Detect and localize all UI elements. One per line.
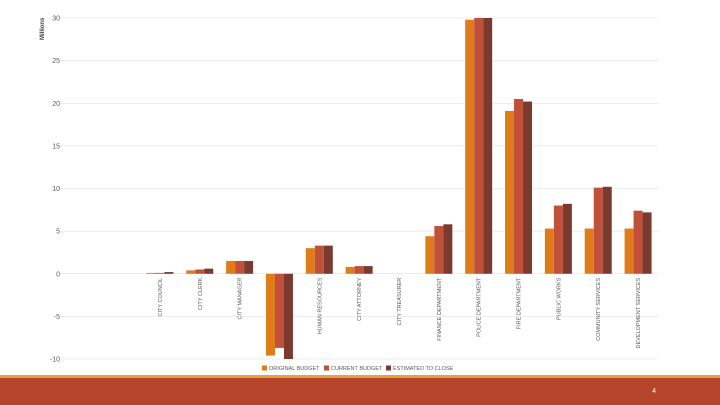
legend-swatch bbox=[262, 365, 267, 371]
y-tick-label: 20 bbox=[52, 101, 60, 108]
y-tick-label: 25 bbox=[52, 58, 60, 65]
bar bbox=[146, 272, 156, 274]
y-tick-label: 5 bbox=[56, 229, 60, 236]
category-label: CITY CLERK bbox=[198, 277, 204, 310]
category-label: COMMUNITY SERVICES bbox=[596, 277, 602, 340]
y-tick-label: 30 bbox=[52, 16, 60, 23]
category-label: CITY ATTORNEY bbox=[357, 277, 363, 320]
bar bbox=[345, 266, 355, 274]
y-tick-label: -10 bbox=[50, 357, 60, 364]
category-label: CITY TREASURER bbox=[397, 278, 403, 326]
bar bbox=[602, 186, 612, 274]
bar bbox=[235, 260, 245, 274]
category-label: PUBLIC WORKS bbox=[556, 277, 562, 320]
y-tick-label: -5 bbox=[54, 314, 60, 321]
bar bbox=[465, 19, 475, 274]
bar bbox=[642, 212, 652, 274]
y-axis-ticks: -10 -5 0 5 10 15 20 25 30 bbox=[50, 16, 60, 364]
bar bbox=[483, 18, 493, 274]
bar bbox=[226, 260, 236, 274]
bar bbox=[505, 110, 515, 274]
bar bbox=[265, 273, 275, 356]
bar bbox=[164, 272, 174, 274]
category-labels: CITY COUNCIL CITY CLERK CITY MANAGER HUMAN … bbox=[158, 277, 642, 348]
legend: ORIGINAL BUDGET CURRENT BUDGET ESTIMATED T… bbox=[262, 365, 454, 372]
bar bbox=[323, 245, 333, 274]
legend-label: ORIGINAL BUDGET bbox=[269, 366, 320, 372]
category-label: CITY COUNCIL bbox=[158, 278, 164, 317]
bar bbox=[274, 273, 284, 348]
category-label: DEVELOPMENT SERVICES bbox=[636, 277, 642, 348]
bar bbox=[363, 266, 373, 274]
category-label: FINANCE DEPARTMENT bbox=[437, 277, 443, 341]
category-label: HUMAN RESOURCES bbox=[317, 277, 323, 334]
y-tick-label: 15 bbox=[52, 143, 60, 150]
bar bbox=[186, 270, 196, 274]
bar bbox=[443, 224, 453, 274]
bar bbox=[354, 266, 364, 274]
page-number: 4 bbox=[652, 388, 656, 395]
bar bbox=[474, 18, 484, 274]
category-label: FIRE DEPARTMENT bbox=[517, 277, 523, 329]
bar bbox=[553, 205, 563, 274]
y-tick-label: 0 bbox=[56, 271, 60, 278]
category-label: CITY MANAGER bbox=[238, 278, 244, 320]
bar bbox=[204, 268, 214, 274]
legend-label: ESTIMATED TO CLOSE bbox=[393, 366, 454, 372]
category-label: POLICE DEPARTMENT bbox=[477, 277, 483, 337]
bar bbox=[305, 248, 315, 274]
bar bbox=[155, 272, 165, 274]
bar bbox=[195, 269, 205, 274]
bar bbox=[283, 273, 293, 359]
bar bbox=[523, 101, 533, 274]
footer-accent-line bbox=[0, 375, 720, 378]
bar bbox=[514, 98, 524, 274]
bars bbox=[146, 18, 652, 359]
legend-swatch bbox=[324, 365, 329, 371]
footer-band bbox=[0, 378, 720, 405]
bar bbox=[314, 245, 324, 274]
y-axis-unit-label: Millions bbox=[40, 17, 46, 40]
bar bbox=[244, 260, 254, 274]
bar bbox=[544, 228, 554, 274]
bar bbox=[562, 203, 572, 274]
legend-swatch bbox=[386, 365, 391, 371]
bar bbox=[593, 187, 603, 274]
bar bbox=[633, 210, 643, 274]
bar bbox=[624, 228, 634, 274]
bar bbox=[425, 236, 435, 274]
bar bbox=[584, 228, 594, 274]
bar bbox=[434, 226, 444, 274]
y-tick-label: 10 bbox=[52, 186, 60, 193]
legend-label: CURRENT BUDGET bbox=[331, 366, 383, 372]
